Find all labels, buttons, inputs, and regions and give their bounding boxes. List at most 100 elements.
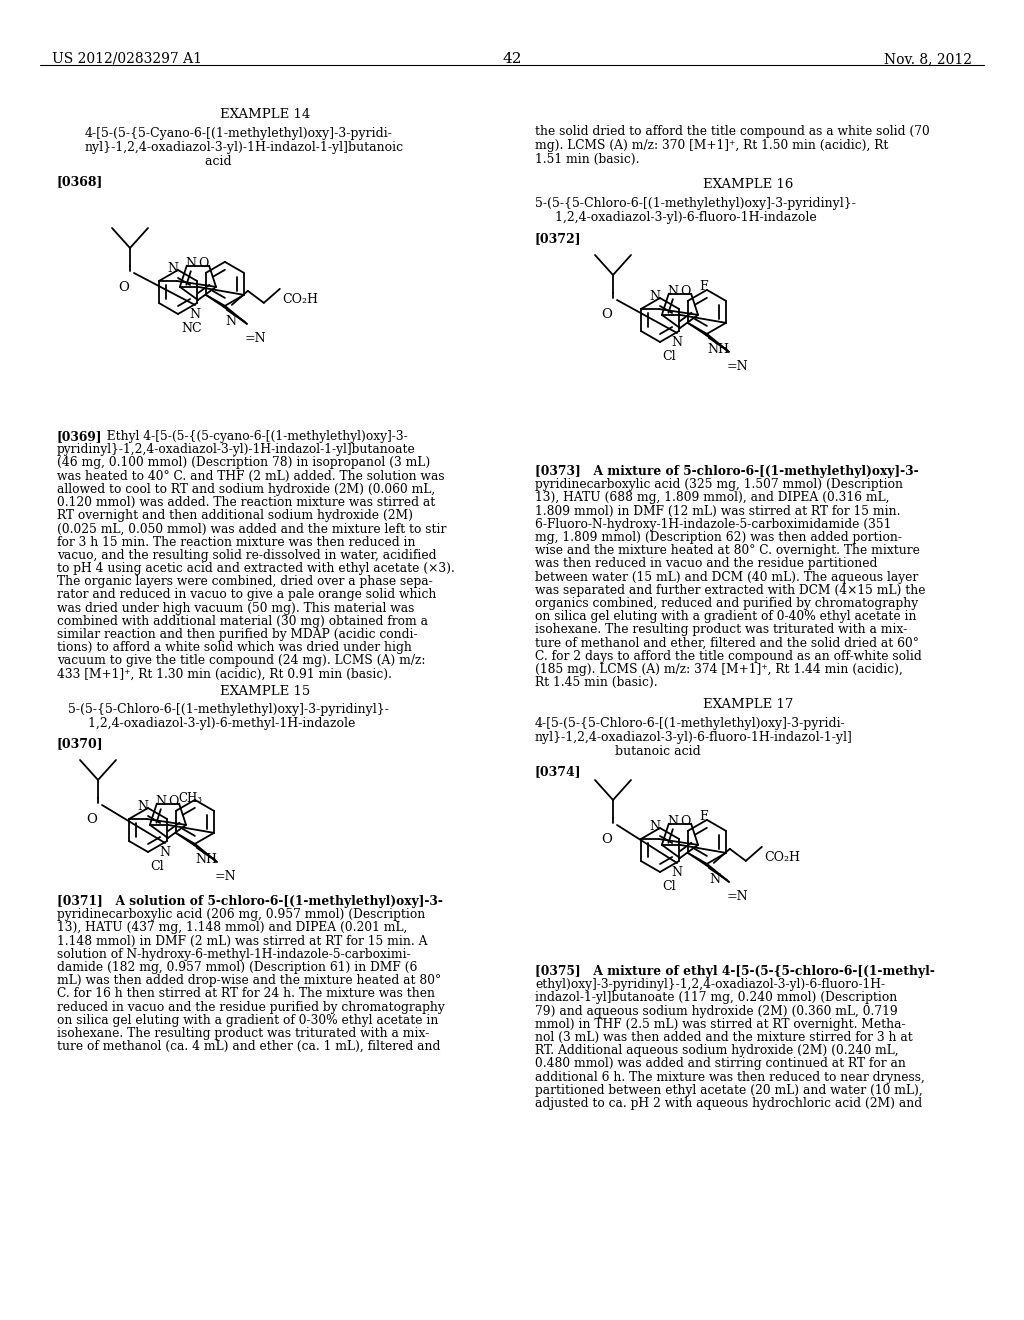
Text: =N: =N	[727, 360, 749, 372]
Text: 1.148 mmol) in DMF (2 mL) was stirred at RT for 15 min. A: 1.148 mmol) in DMF (2 mL) was stirred at…	[57, 935, 427, 948]
Text: combined with additional material (30 mg) obtained from a: combined with additional material (30 mg…	[57, 615, 428, 628]
Text: O: O	[198, 256, 208, 269]
Text: O: O	[680, 285, 690, 297]
Text: allowed to cool to RT and sodium hydroxide (2M) (0.060 mL,: allowed to cool to RT and sodium hydroxi…	[57, 483, 435, 496]
Text: 1,2,4-oxadiazol-3-yl)-6-methyl-1H-indazole: 1,2,4-oxadiazol-3-yl)-6-methyl-1H-indazo…	[68, 717, 355, 730]
Text: F: F	[699, 280, 709, 293]
Text: CO₂H: CO₂H	[282, 293, 317, 306]
Text: =N: =N	[727, 890, 749, 903]
Text: N: N	[137, 800, 148, 813]
Text: [0368]: [0368]	[57, 176, 103, 187]
Text: 79) and aqueous sodium hydroxide (2M) (0.360 mL, 0.719: 79) and aqueous sodium hydroxide (2M) (0…	[535, 1005, 898, 1018]
Text: N: N	[710, 873, 721, 886]
Text: between water (15 mL) and DCM (40 mL). The aqueous layer: between water (15 mL) and DCM (40 mL). T…	[535, 570, 919, 583]
Text: mg). LCMS (A) m/z: 370 [M+1]⁺, Rt 1.50 min (acidic), Rt: mg). LCMS (A) m/z: 370 [M+1]⁺, Rt 1.50 m…	[535, 139, 889, 152]
Text: reduced in vacuo and the residue purified by chromatography: reduced in vacuo and the residue purifie…	[57, 1001, 444, 1014]
Text: N: N	[189, 308, 201, 321]
Text: 5-(5-{5-Chloro-6-[(1-methylethyl)oxy]-3-pyridinyl}-: 5-(5-{5-Chloro-6-[(1-methylethyl)oxy]-3-…	[68, 704, 389, 715]
Text: N: N	[668, 285, 678, 297]
Text: acid: acid	[85, 154, 231, 168]
Text: nyl}-1,2,4-oxadiazol-3-yl)-1H-indazol-1-yl]butanoic: nyl}-1,2,4-oxadiazol-3-yl)-1H-indazol-1-…	[85, 141, 404, 154]
Text: [0370]: [0370]	[57, 737, 103, 750]
Text: on silica gel eluting with a gradient of 0-30% ethyl acetate in: on silica gel eluting with a gradient of…	[57, 1014, 438, 1027]
Text: O: O	[680, 814, 690, 828]
Text: N: N	[185, 256, 197, 269]
Text: Cl: Cl	[662, 350, 676, 363]
Text: adjusted to ca. pH 2 with aqueous hydrochloric acid (2M) and: adjusted to ca. pH 2 with aqueous hydroc…	[535, 1097, 923, 1110]
Text: RT overnight and then additional sodium hydroxide (2M): RT overnight and then additional sodium …	[57, 510, 413, 523]
Text: Nov. 8, 2012: Nov. 8, 2012	[884, 51, 972, 66]
Text: to pH 4 using acetic acid and extracted with ethyl acetate (×3).: to pH 4 using acetic acid and extracted …	[57, 562, 455, 576]
Text: the solid dried to afford the title compound as a white solid (70: the solid dried to afford the title comp…	[535, 125, 930, 139]
Text: tions) to afford a white solid which was dried under high: tions) to afford a white solid which was…	[57, 642, 412, 655]
Text: additional 6 h. The mixture was then reduced to near dryness,: additional 6 h. The mixture was then red…	[535, 1071, 925, 1084]
Text: N: N	[672, 866, 682, 879]
Text: Cl: Cl	[662, 880, 676, 894]
Text: RT. Additional aqueous sodium hydroxide (2M) (0.240 mL,: RT. Additional aqueous sodium hydroxide …	[535, 1044, 899, 1057]
Text: ethyl)oxy]-3-pyridinyl}-1,2,4-oxadiazol-3-yl)-6-fluoro-1H-: ethyl)oxy]-3-pyridinyl}-1,2,4-oxadiazol-…	[535, 978, 885, 991]
Text: O: O	[168, 795, 178, 808]
Text: indazol-1-yl]butanoate (117 mg, 0.240 mmol) (Description: indazol-1-yl]butanoate (117 mg, 0.240 mm…	[535, 991, 897, 1005]
Text: was dried under high vacuum (50 mg). This material was: was dried under high vacuum (50 mg). Thi…	[57, 602, 415, 615]
Text: 13), HATU (688 mg, 1.809 mmol), and DIPEA (0.316 mL,: 13), HATU (688 mg, 1.809 mmol), and DIPE…	[535, 491, 890, 504]
Text: for 3 h 15 min. The reaction mixture was then reduced in: for 3 h 15 min. The reaction mixture was…	[57, 536, 416, 549]
Text: isohexane. The resulting product was triturated with a mix-: isohexane. The resulting product was tri…	[535, 623, 907, 636]
Text: [0374]: [0374]	[535, 766, 582, 777]
Text: Cl: Cl	[150, 861, 164, 873]
Text: CO₂H: CO₂H	[764, 851, 800, 863]
Text: mmol) in THF (2.5 mL) was stirred at RT overnight. Metha-: mmol) in THF (2.5 mL) was stirred at RT …	[535, 1018, 905, 1031]
Text: US 2012/0283297 A1: US 2012/0283297 A1	[52, 51, 202, 66]
Text: NC: NC	[181, 322, 202, 335]
Text: 433 [M+1]⁺, Rt 1.30 min (acidic), Rt 0.91 min (basic).: 433 [M+1]⁺, Rt 1.30 min (acidic), Rt 0.9…	[57, 668, 392, 681]
Text: N: N	[649, 290, 660, 304]
Text: 1.809 mmol) in DMF (12 mL) was stirred at RT for 15 min.: 1.809 mmol) in DMF (12 mL) was stirred a…	[535, 504, 900, 517]
Text: similar reaction and then purified by MDAP (acidic condi-: similar reaction and then purified by MD…	[57, 628, 418, 642]
Text: (0.025 mL, 0.050 mmol) was added and the mixture left to stir: (0.025 mL, 0.050 mmol) was added and the…	[57, 523, 446, 536]
Text: [0371]   A solution of 5-chloro-6-[(1-methylethyl)oxy]-3-: [0371] A solution of 5-chloro-6-[(1-meth…	[57, 895, 442, 908]
Text: (185 mg). LCMS (A) m/z: 374 [M+1]⁺, Rt 1.44 min (acidic),: (185 mg). LCMS (A) m/z: 374 [M+1]⁺, Rt 1…	[535, 663, 903, 676]
Text: isohexane. The resulting product was triturated with a mix-: isohexane. The resulting product was tri…	[57, 1027, 429, 1040]
Text: EXAMPLE 14: EXAMPLE 14	[220, 108, 310, 121]
Text: The organic layers were combined, dried over a phase sepa-: The organic layers were combined, dried …	[57, 576, 433, 589]
Text: O: O	[601, 833, 612, 846]
Text: [0372]: [0372]	[535, 232, 582, 246]
Text: mg, 1.809 mmol) (Description 62) was then added portion-: mg, 1.809 mmol) (Description 62) was the…	[535, 531, 902, 544]
Text: mL) was then added drop-wise and the mixture heated at 80°: mL) was then added drop-wise and the mix…	[57, 974, 441, 987]
Text: partitioned between ethyl acetate (20 mL) and water (10 mL),: partitioned between ethyl acetate (20 mL…	[535, 1084, 923, 1097]
Text: 13), HATU (437 mg, 1.148 mmol) and DIPEA (0.201 mL,: 13), HATU (437 mg, 1.148 mmol) and DIPEA…	[57, 921, 408, 935]
Text: 4-[5-(5-{5-Cyano-6-[(1-methylethyl)oxy]-3-pyridi-: 4-[5-(5-{5-Cyano-6-[(1-methylethyl)oxy]-…	[85, 127, 393, 140]
Text: was heated to 40° C. and THF (2 mL) added. The solution was: was heated to 40° C. and THF (2 mL) adde…	[57, 470, 444, 483]
Text: 0.480 mmol) was added and stirring continued at RT for an: 0.480 mmol) was added and stirring conti…	[535, 1057, 906, 1071]
Text: [0375]   A mixture of ethyl 4-[5-(5-{5-chloro-6-[(1-methyl-: [0375] A mixture of ethyl 4-[5-(5-{5-chl…	[535, 965, 935, 978]
Text: rator and reduced in vacuo to give a pale orange solid which: rator and reduced in vacuo to give a pal…	[57, 589, 436, 602]
Text: =N: =N	[215, 870, 237, 883]
Text: EXAMPLE 15: EXAMPLE 15	[220, 685, 310, 698]
Text: NH: NH	[196, 853, 218, 866]
Text: pyridinecarboxylic acid (325 mg, 1.507 mmol) (Description: pyridinecarboxylic acid (325 mg, 1.507 m…	[535, 478, 903, 491]
Text: on silica gel eluting with a gradient of 0-40% ethyl acetate in: on silica gel eluting with a gradient of…	[535, 610, 916, 623]
Text: was separated and further extracted with DCM (4×15 mL) the: was separated and further extracted with…	[535, 583, 926, 597]
Text: ture of methanol (ca. 4 mL) and ether (ca. 1 mL), filtered and: ture of methanol (ca. 4 mL) and ether (c…	[57, 1040, 440, 1053]
Text: 5-(5-{5-Chloro-6-[(1-methylethyl)oxy]-3-pyridinyl}-: 5-(5-{5-Chloro-6-[(1-methylethyl)oxy]-3-…	[535, 197, 856, 210]
Text: O: O	[119, 281, 129, 294]
Text: vacuum to give the title compound (24 mg). LCMS (A) m/z:: vacuum to give the title compound (24 mg…	[57, 655, 426, 668]
Text: C. for 16 h then stirred at RT for 24 h. The mixture was then: C. for 16 h then stirred at RT for 24 h.…	[57, 987, 435, 1001]
Text: nyl}-1,2,4-oxadiazol-3-yl)-6-fluoro-1H-indazol-1-yl]: nyl}-1,2,4-oxadiazol-3-yl)-6-fluoro-1H-i…	[535, 731, 853, 744]
Text: F: F	[699, 810, 709, 822]
Text: (46 mg, 0.100 mmol) (Description 78) in isopropanol (3 mL): (46 mg, 0.100 mmol) (Description 78) in …	[57, 457, 430, 470]
Text: was then reduced in vacuo and the residue partitioned: was then reduced in vacuo and the residu…	[535, 557, 878, 570]
Text: CH₃: CH₃	[178, 792, 202, 805]
Text: N: N	[160, 846, 170, 859]
Text: vacuo, and the resulting solid re-dissolved in water, acidified: vacuo, and the resulting solid re-dissol…	[57, 549, 436, 562]
Text: wise and the mixture heated at 80° C. overnight. The mixture: wise and the mixture heated at 80° C. ov…	[535, 544, 920, 557]
Text: EXAMPLE 16: EXAMPLE 16	[702, 178, 794, 191]
Text: N: N	[168, 261, 178, 275]
Text: Rt 1.45 min (basic).: Rt 1.45 min (basic).	[535, 676, 657, 689]
Text: nol (3 mL) was then added and the mixture stirred for 3 h at: nol (3 mL) was then added and the mixtur…	[535, 1031, 912, 1044]
Text: 42: 42	[502, 51, 522, 66]
Text: N: N	[649, 820, 660, 833]
Text: solution of N-hydroxy-6-methyl-1H-indazole-5-carboximi-: solution of N-hydroxy-6-methyl-1H-indazo…	[57, 948, 411, 961]
Text: O: O	[87, 813, 97, 826]
Text: 1,2,4-oxadiazol-3-yl)-6-fluoro-1H-indazole: 1,2,4-oxadiazol-3-yl)-6-fluoro-1H-indazo…	[535, 211, 817, 224]
Text: pyridinecarboxylic acid (206 mg, 0.957 mmol) (Description: pyridinecarboxylic acid (206 mg, 0.957 m…	[57, 908, 425, 921]
